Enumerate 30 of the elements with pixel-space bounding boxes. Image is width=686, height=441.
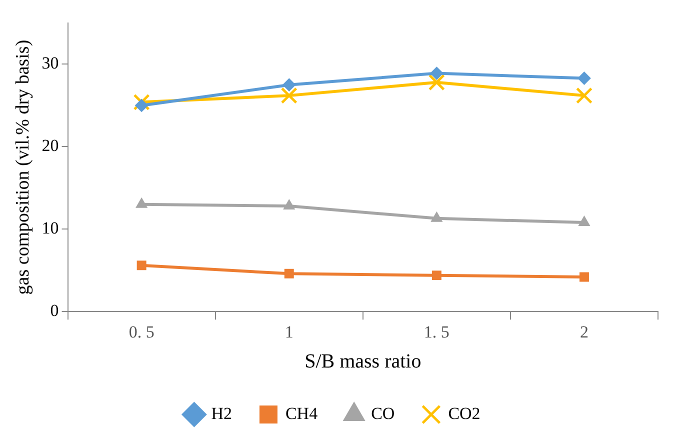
point [430,212,442,222]
point [430,66,444,80]
legend-label: CO [371,404,395,423]
point [284,268,294,278]
legend-label: H2 [211,404,232,423]
point [578,216,590,226]
point [136,260,146,270]
point [576,87,593,104]
x-tick-label: 2 [580,322,588,342]
legend-label: CO2 [448,404,480,423]
point [283,200,295,210]
point [282,78,296,92]
y-tick-label: 30 [42,54,59,73]
point [578,72,591,85]
y-axis-title: gas composition (vil.% dry basis) [12,40,34,295]
point [136,198,148,208]
legend-label: CH4 [285,404,318,423]
point [133,94,150,110]
y-tick-label: 0 [50,301,59,320]
point [579,272,589,282]
y-tick-label: 20 [42,136,59,156]
point [280,87,298,104]
x-tick-label: 0. 5 [128,322,154,342]
x-tick-label: 1. 5 [424,322,450,342]
point [428,74,445,91]
x-axis-title: S/B mass ratio [304,350,422,372]
point [432,270,442,280]
y-tick-label: 10 [42,218,59,238]
point [135,98,148,112]
x-tick-label: 1 [284,322,294,342]
